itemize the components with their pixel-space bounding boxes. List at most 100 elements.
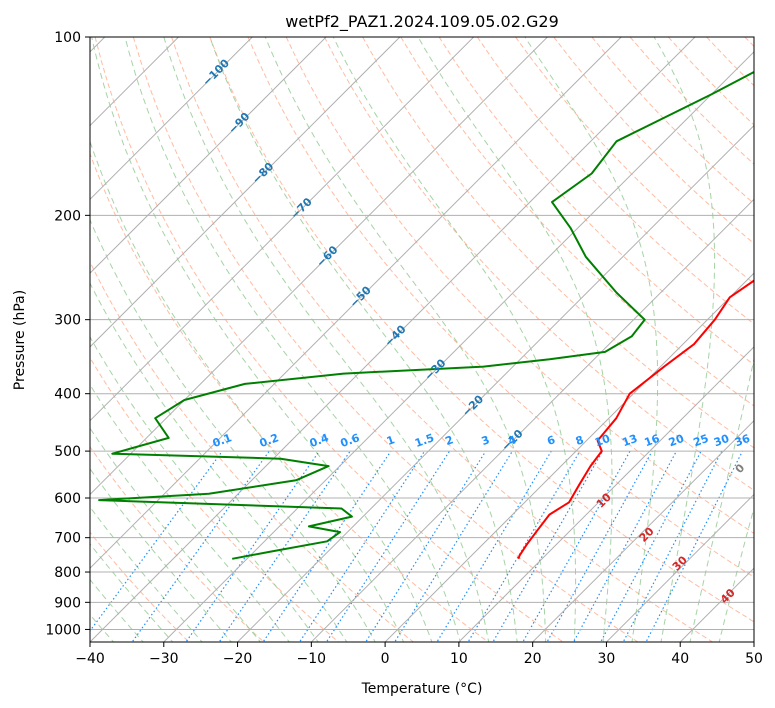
mixing-ratio-line <box>546 450 653 642</box>
dry-adiabat <box>362 37 754 449</box>
mixing-ratio-line <box>492 450 604 642</box>
dry-adiabat <box>285 37 754 535</box>
y-axis: 100 200 300 400 500 600 700 800 900 1000 <box>45 30 90 638</box>
y-tick-label: 900 <box>54 595 81 611</box>
y-tick-label: 1000 <box>45 622 81 638</box>
mixing-ratio-label: 10 <box>593 432 612 450</box>
line-labels: −100−90−80−70−60−50−40−30−20−100.1 0.2 0.4… <box>200 56 752 606</box>
x-tick-label: 40 <box>671 651 689 667</box>
mixing-ratio-label: 13 <box>620 432 639 449</box>
dry-adiabat <box>744 37 754 47</box>
isotherm-line <box>531 419 754 642</box>
x-tick-label: 50 <box>745 651 763 667</box>
mixing-ratio-label: 8 <box>574 433 586 448</box>
y-tick-label: 400 <box>54 387 81 403</box>
dewpoint-line <box>98 70 754 560</box>
moist-adiabat <box>689 356 754 642</box>
dry-adiabat <box>247 37 754 578</box>
moist-adiabat <box>524 37 659 642</box>
mixing-ratio-line <box>572 450 677 642</box>
mixing-ratio-label: 0.2 <box>258 431 281 450</box>
mixing-ratio-label: 0.6 <box>339 431 362 450</box>
isotherm-line <box>458 346 754 642</box>
isotherm-line <box>90 37 254 201</box>
moist-adiabat <box>209 37 518 642</box>
y-tick-label: 800 <box>54 565 81 581</box>
mixing-ratio-label: 16 <box>643 432 662 450</box>
isotherm-line <box>163 51 754 642</box>
moist-adiabat <box>718 505 754 642</box>
dry-adiabat <box>629 37 754 165</box>
mixing-ratio-label: 20 <box>667 432 686 450</box>
x-tick-label: −40 <box>75 651 105 667</box>
y-tick-label: 600 <box>54 491 81 507</box>
mixing-ratio-label: 30 <box>712 432 731 450</box>
mixing-ratio-label: 4 <box>506 433 518 448</box>
y-tick-label: 700 <box>54 531 81 547</box>
mixing-ratio-label: 0.1 <box>211 431 234 450</box>
mixing-ratio-line <box>298 450 426 642</box>
dry-adiabat-label: 10 <box>594 490 614 510</box>
mixing-ratio-label: 1 <box>385 433 397 448</box>
x-axis: −40 −30 −20 −10 0 10 20 30 40 50 <box>75 642 763 667</box>
mixing-ratio-line <box>90 450 223 632</box>
isotherm-line <box>310 198 754 642</box>
isotherm-line <box>90 37 180 127</box>
mixing-ratio-line <box>325 450 450 642</box>
mixing-ratio-line <box>467 450 581 642</box>
dry-adiabat <box>90 260 415 642</box>
mixing-ratio-line <box>218 450 351 642</box>
x-axis-label: Temperature (°C) <box>361 681 483 697</box>
x-tick-label: 20 <box>524 651 542 667</box>
moist-adiabat <box>653 37 716 642</box>
dry-adiabat <box>667 37 754 126</box>
moist-adiabat <box>90 383 291 642</box>
moist-adiabat <box>90 427 262 642</box>
mixing-ratio-line <box>185 450 320 642</box>
mixing-ratio-label: 25 <box>692 432 711 449</box>
mixing-ratio-label: 36 <box>733 432 752 450</box>
dry-adiabat-label: 40 <box>718 586 738 606</box>
x-tick-label: −10 <box>297 651 327 667</box>
mixing-ratio-label: 3 <box>480 433 492 448</box>
mixing-ratio-line <box>262 450 392 642</box>
isotherm-line <box>753 641 754 642</box>
dry-adiabat <box>438 37 754 366</box>
mixing-ratio-label: 6 <box>545 433 557 448</box>
y-tick-label: 200 <box>54 208 81 224</box>
x-tick-label: −30 <box>149 651 179 667</box>
x-tick-label: 10 <box>450 651 468 667</box>
moist-adiabat <box>90 282 348 642</box>
isotherm-line <box>90 37 327 274</box>
x-tick-label: −20 <box>223 651 253 667</box>
y-tick-label: 500 <box>54 444 81 460</box>
plot-frame <box>89 36 755 643</box>
x-tick-label: 0 <box>381 651 390 667</box>
mixing-ratio-label: 2 <box>444 433 456 448</box>
temperature-line <box>517 279 754 560</box>
isotherm-line <box>90 37 622 569</box>
dry-adiabat <box>90 152 490 642</box>
moist-adiabat <box>90 218 376 642</box>
moist-adiabat <box>417 37 613 642</box>
moist-adiabat <box>264 37 547 642</box>
y-tick-label: 100 <box>54 30 81 46</box>
mixing-ratio-label: 1.5 <box>413 431 436 450</box>
isotherm-line <box>605 493 754 642</box>
y-axis-label: Pressure (hPa) <box>12 290 28 390</box>
mixing-ratio-line <box>622 450 723 642</box>
background-lines <box>90 37 754 642</box>
isotherm-line <box>384 272 754 642</box>
mixing-ratio-line <box>436 450 552 642</box>
zero-label: 0 <box>733 461 748 476</box>
isotherm-line <box>236 124 754 642</box>
dry-adiabat <box>591 37 754 205</box>
dry-adiabat-label: 30 <box>670 553 690 573</box>
dry-adiabat <box>323 37 754 491</box>
mixing-ratio-line <box>522 450 631 642</box>
dry-adiabat <box>171 37 714 642</box>
y-tick-label: 300 <box>54 313 81 329</box>
sounding-series <box>98 70 754 560</box>
mixing-ratio-line <box>600 450 702 642</box>
